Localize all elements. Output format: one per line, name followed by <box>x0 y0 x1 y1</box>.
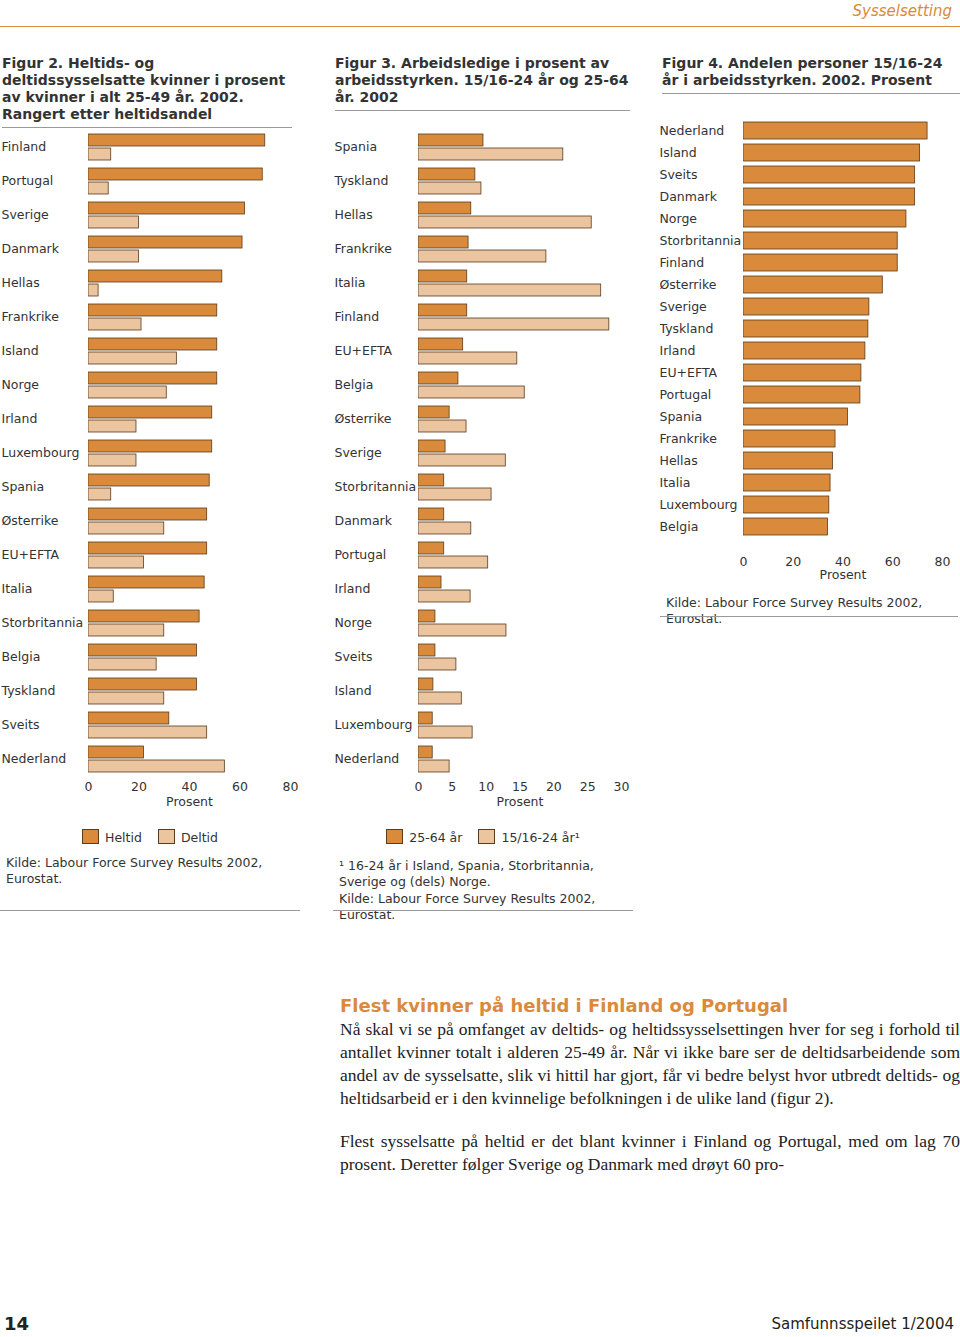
svg-text:Sverige: Sverige <box>2 207 50 222</box>
svg-text:Frankrike: Frankrike <box>660 431 717 446</box>
html-text:14: 14 <box>4 1313 30 1334</box>
svg-text:Island: Island <box>335 683 372 698</box>
svg-text:Danmark: Danmark <box>335 513 393 528</box>
svg-text:Frankrike: Frankrike <box>2 309 60 324</box>
html-text:Nå skal vi se på omfanget av d: Nå skal vi se på omfanget av deltids- og… <box>340 1019 960 1108</box>
svg-text:Finland: Finland <box>2 139 47 154</box>
svg-text:Prosent: Prosent <box>497 794 544 809</box>
html-text:Deltid: Deltid <box>180 830 218 845</box>
svg-text:20: 20 <box>546 779 562 794</box>
svg-text:Portugal: Portugal <box>660 387 711 402</box>
svg-text:Nederland: Nederland <box>2 751 67 766</box>
svg-text:Irland: Irland <box>660 343 695 358</box>
html-text:Figur 3. Arbeidsledige i prose: Figur 3. Arbeidsledige i prosent av arbe… <box>335 55 629 105</box>
svg-text:Nederland: Nederland <box>335 751 400 766</box>
svg-text:Sveits: Sveits <box>2 717 40 732</box>
svg-text:Portugal: Portugal <box>335 547 387 562</box>
svg-text:Luxembourg: Luxembourg <box>335 717 413 732</box>
svg-text:Danmark: Danmark <box>2 241 60 256</box>
svg-text:Italia: Italia <box>2 581 33 596</box>
svg-text:30: 30 <box>614 779 630 794</box>
svg-text:Tyskland: Tyskland <box>660 321 713 336</box>
svg-text:10: 10 <box>478 779 494 794</box>
svg-text:Island: Island <box>2 343 39 358</box>
svg-text:Østerrike: Østerrike <box>2 513 59 528</box>
html-text:Flest kvinner på heltid i Finl: Flest kvinner på heltid i Finland og Por… <box>340 995 789 1016</box>
svg-text:0: 0 <box>415 779 423 794</box>
svg-text:0: 0 <box>740 554 748 569</box>
svg-text:Finland: Finland <box>660 255 704 270</box>
svg-text:0: 0 <box>85 779 93 794</box>
svg-text:Portugal: Portugal <box>2 173 54 188</box>
svg-text:40: 40 <box>182 779 198 794</box>
html-text:25-64 år: 25-64 år <box>409 830 463 845</box>
svg-text:Spania: Spania <box>2 479 45 494</box>
svg-text:20: 20 <box>131 779 147 794</box>
svg-text:Hellas: Hellas <box>335 207 373 222</box>
svg-text:80: 80 <box>935 554 951 569</box>
html-text:Kilde: Labour Force Survey Res: Kilde: Labour Force Survey Results 2002,… <box>6 855 263 886</box>
svg-text:Østerrike: Østerrike <box>335 411 392 426</box>
html-text:Flest sysselsatte på heltid er: Flest sysselsatte på heltid er det blant… <box>340 1131 960 1174</box>
svg-text:Finland: Finland <box>335 309 380 324</box>
svg-text:Sverige: Sverige <box>335 445 383 460</box>
svg-text:Sveits: Sveits <box>660 167 697 182</box>
svg-text:Prosent: Prosent <box>820 567 867 582</box>
svg-text:Italia: Italia <box>335 275 366 290</box>
svg-text:Storbritannia: Storbritannia <box>335 479 417 494</box>
svg-text:Hellas: Hellas <box>660 453 698 468</box>
svg-text:Prosent: Prosent <box>166 794 213 809</box>
html-text:15/16-24 år¹: 15/16-24 år¹ <box>501 830 580 845</box>
svg-text:15: 15 <box>512 779 528 794</box>
svg-text:Sveits: Sveits <box>335 649 373 664</box>
svg-text:Nederland: Nederland <box>660 123 724 138</box>
svg-text:25: 25 <box>580 779 596 794</box>
svg-text:Hellas: Hellas <box>2 275 40 290</box>
svg-text:20: 20 <box>785 554 801 569</box>
svg-text:Irland: Irland <box>335 581 371 596</box>
svg-text:Luxembourg: Luxembourg <box>2 445 80 460</box>
svg-text:Norge: Norge <box>2 377 40 392</box>
svg-text:Østerrike: Østerrike <box>660 277 717 292</box>
svg-text:60: 60 <box>232 779 248 794</box>
html-text:¹ 16-24 år i Island, Spania, S: ¹ 16-24 år i Island, Spania, Storbritann… <box>339 858 594 889</box>
html-text:Figur 4. Andelen personer 15/1: Figur 4. Andelen personer 15/16-24 år i … <box>662 55 943 88</box>
svg-text:Luxembourg: Luxembourg <box>660 497 737 512</box>
svg-text:60: 60 <box>885 554 901 569</box>
html-text:Samfunnsspeilet 1/2004: Samfunnsspeilet 1/2004 <box>771 1315 954 1333</box>
svg-text:EU+EFTA: EU+EFTA <box>2 547 60 562</box>
svg-text:Tyskland: Tyskland <box>1 683 56 698</box>
html-text:Sysselsetting: Sysselsetting <box>852 2 952 20</box>
svg-text:Italia: Italia <box>660 475 690 490</box>
svg-text:Storbritannia: Storbritannia <box>660 233 741 248</box>
svg-text:Belgia: Belgia <box>2 649 41 664</box>
svg-text:Irland: Irland <box>2 411 38 426</box>
svg-text:Danmark: Danmark <box>660 189 718 204</box>
svg-text:Belgia: Belgia <box>335 377 374 392</box>
svg-text:EU+EFTA: EU+EFTA <box>660 365 718 380</box>
svg-text:Norge: Norge <box>335 615 373 630</box>
html-text:Heltid: Heltid <box>105 830 142 845</box>
html-text:Kilde: Labour Force Survey Res: Kilde: Labour Force Survey Results 2002,… <box>666 595 923 626</box>
svg-text:40: 40 <box>835 554 851 570</box>
html-text:Figur 2. Heltids- og deltidssy: Figur 2. Heltids- og deltidssysselsatte … <box>2 55 286 122</box>
svg-text:Island: Island <box>660 145 697 160</box>
svg-text:5: 5 <box>448 779 456 794</box>
svg-text:Frankrike: Frankrike <box>335 241 393 256</box>
svg-text:Belgia: Belgia <box>660 519 698 534</box>
html-text:Kilde: Labour Force Survey Res: Kilde: Labour Force Survey Results 2002,… <box>339 891 596 922</box>
svg-text:Spania: Spania <box>335 139 378 154</box>
svg-text:EU+EFTA: EU+EFTA <box>335 343 393 358</box>
svg-text:Sverige: Sverige <box>660 299 707 314</box>
svg-text:80: 80 <box>283 779 299 794</box>
svg-text:Tyskland: Tyskland <box>334 173 389 188</box>
svg-text:Norge: Norge <box>660 211 697 226</box>
svg-text:Spania: Spania <box>660 409 702 424</box>
svg-text:Storbritannia: Storbritannia <box>2 615 84 630</box>
